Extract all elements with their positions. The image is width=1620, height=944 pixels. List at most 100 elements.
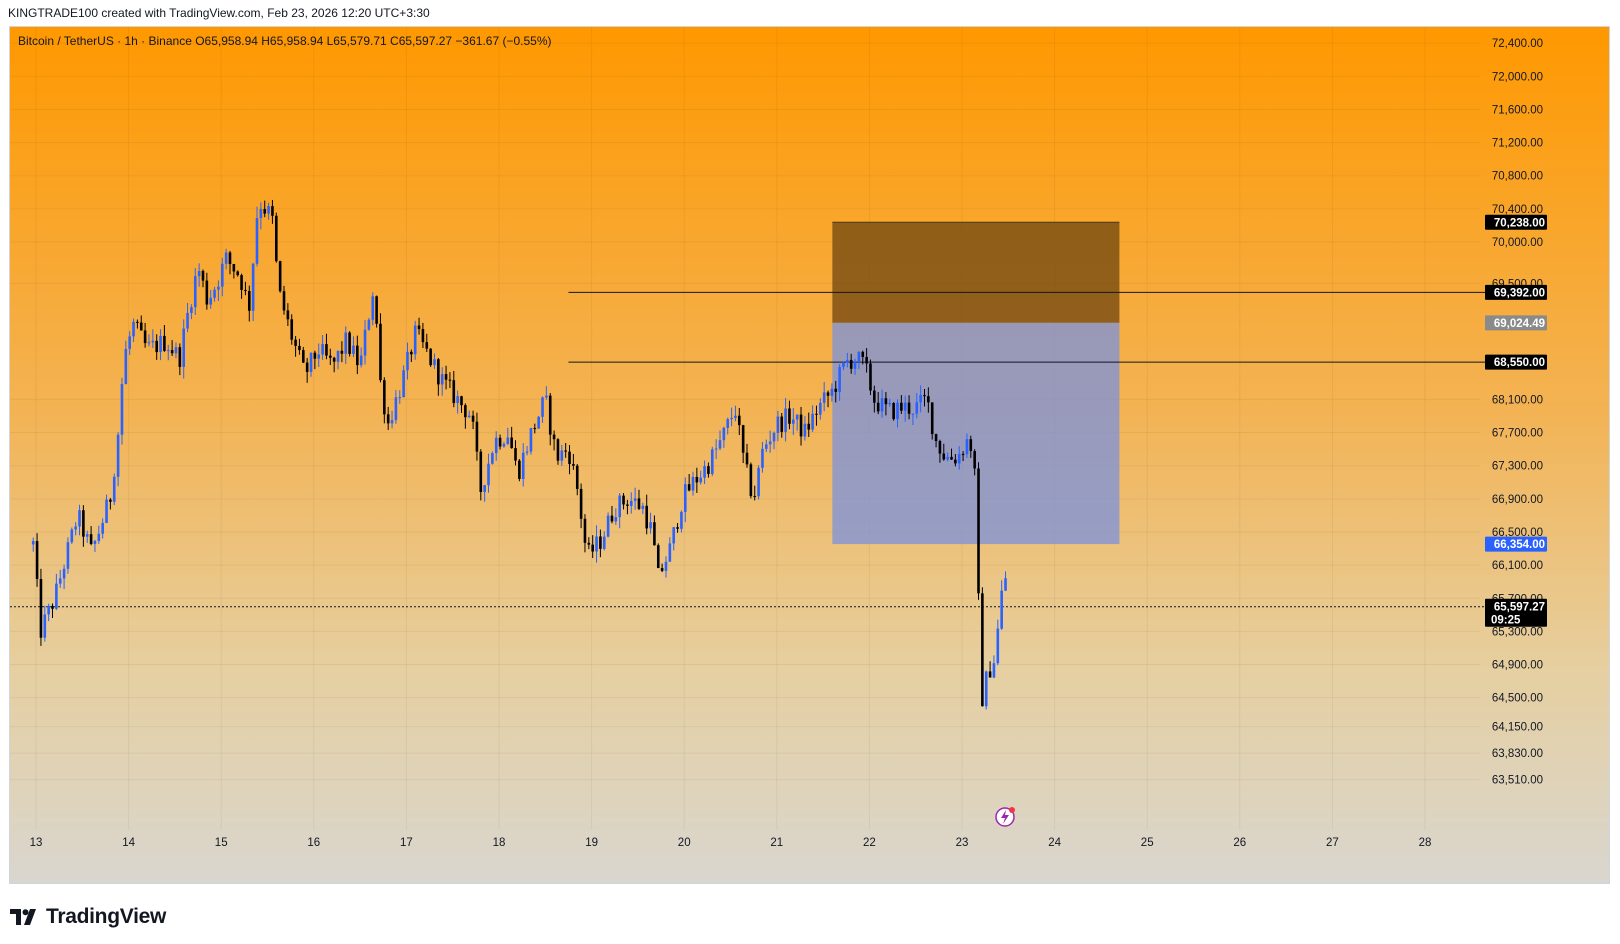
candle-up: [456, 396, 459, 404]
candle-up: [267, 206, 270, 214]
candle-up: [668, 543, 672, 562]
candle-down: [861, 351, 865, 357]
candle-down: [244, 289, 247, 292]
candle-down: [340, 350, 344, 354]
candle-down: [676, 527, 679, 529]
candle-down: [329, 355, 332, 358]
candle-up: [132, 321, 135, 337]
candle-up: [946, 456, 949, 460]
chart-frame: [9, 26, 1610, 884]
price-tick-label: 70,800.00: [1492, 171, 1543, 183]
candle-down: [510, 437, 513, 449]
candle-up: [359, 355, 363, 366]
candle-up: [1000, 590, 1003, 629]
candle-down: [139, 322, 143, 331]
candle-down: [564, 450, 567, 452]
candle-up: [93, 540, 97, 544]
candle-up: [193, 276, 197, 308]
candle-up: [819, 402, 822, 415]
candle-up: [467, 415, 471, 418]
candle-up: [718, 440, 722, 449]
short-position-tool[interactable]: [832, 221, 1120, 545]
candle-down: [274, 215, 278, 262]
candle-up: [255, 218, 259, 264]
candle-down: [471, 415, 475, 422]
candle-down: [302, 350, 305, 363]
candle-down: [900, 402, 903, 411]
candle-up: [602, 536, 606, 549]
candle-down: [475, 421, 479, 452]
candle-down: [923, 395, 926, 397]
stop-price-badge-bg: [1485, 214, 1547, 230]
price-axis[interactable]: 72,400.00 72,000.00 71,600.00 71,200.00 70,8…: [1492, 38, 1543, 787]
candle-down: [938, 441, 942, 454]
candle-down: [35, 541, 39, 580]
candle-up: [683, 484, 687, 512]
line-price-badge-label: 69,392.00: [1494, 287, 1545, 299]
candle-down: [876, 402, 880, 412]
candle-down: [437, 359, 440, 385]
candle-up: [74, 526, 77, 530]
candle-down: [950, 456, 953, 460]
line-price-badge-bg: [1485, 354, 1547, 370]
candle-up: [116, 434, 120, 477]
candle-up: [440, 374, 444, 385]
candle-up: [112, 476, 116, 502]
candle-up: [529, 428, 533, 452]
candle-down: [977, 468, 980, 594]
candle-up: [984, 671, 988, 707]
candle-up: [714, 448, 718, 450]
candle-down: [325, 344, 328, 356]
candle-down: [240, 275, 243, 290]
tradingview-brand[interactable]: TradingView: [10, 905, 166, 929]
candle-down: [745, 452, 749, 465]
candle-down: [155, 340, 158, 353]
candle-up: [911, 413, 915, 415]
time-axis[interactable]: 13 14 15 16 17 18 19 20 21 22 23 24 25 26 27 28: [30, 837, 1432, 849]
candle-down: [464, 405, 467, 418]
horizontal-lines[interactable]: [10, 291, 1485, 608]
candle-down: [788, 408, 791, 424]
last-price-badge-bg: [1485, 598, 1547, 627]
entry-price-badge-label: 69,024.49: [1494, 318, 1545, 330]
candle-down: [942, 453, 946, 460]
candle-up: [367, 319, 371, 330]
line-price-badge-label: 68,550.00: [1494, 357, 1545, 369]
candle-down: [656, 545, 660, 569]
candle-up: [66, 542, 70, 569]
candle-down: [375, 296, 378, 324]
lightning-bolt-shape: [1001, 810, 1009, 824]
candle-down: [263, 209, 267, 214]
candle-up: [209, 297, 213, 305]
candle-up: [888, 403, 892, 405]
candle-up: [772, 432, 776, 442]
candle-up: [120, 384, 124, 435]
candle-up: [545, 395, 548, 398]
candle-down: [579, 488, 583, 519]
candle-down: [163, 335, 166, 351]
candle-up: [846, 359, 849, 363]
candle-up: [55, 583, 58, 609]
candle-down: [807, 423, 811, 430]
candle-up: [70, 529, 74, 543]
price-tick-label: 66,900.00: [1492, 494, 1543, 506]
candle-up: [541, 397, 544, 417]
time-tick-label: 16: [307, 837, 320, 849]
candle-down: [645, 505, 648, 529]
candle-down: [834, 388, 838, 392]
candle-up: [402, 370, 405, 398]
take-profit-zone: [832, 322, 1120, 545]
candle-down: [298, 345, 301, 351]
price-tick-label: 67,700.00: [1492, 428, 1543, 440]
candle-down: [533, 428, 537, 430]
candle-up: [768, 441, 772, 445]
candle-up: [487, 463, 490, 486]
price-tick-label: 66,100.00: [1492, 560, 1543, 572]
lightning-icon[interactable]: [995, 807, 1015, 827]
price-tick-label: 65,300.00: [1492, 626, 1543, 638]
candle-up: [317, 354, 321, 359]
candle-up: [822, 392, 826, 403]
candle-up: [795, 414, 799, 420]
price-tick-label: 72,000.00: [1492, 71, 1543, 83]
